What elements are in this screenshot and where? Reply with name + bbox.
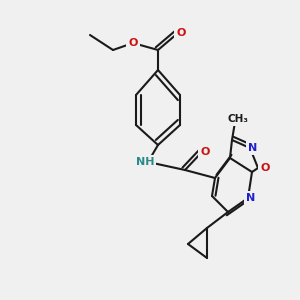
Text: O: O — [176, 28, 186, 38]
Text: CH₃: CH₃ — [227, 114, 248, 124]
Text: O: O — [260, 163, 270, 173]
Text: NH: NH — [136, 157, 154, 167]
Text: O: O — [128, 38, 138, 48]
Text: N: N — [248, 143, 258, 153]
Text: O: O — [200, 147, 210, 157]
Text: N: N — [246, 193, 256, 203]
